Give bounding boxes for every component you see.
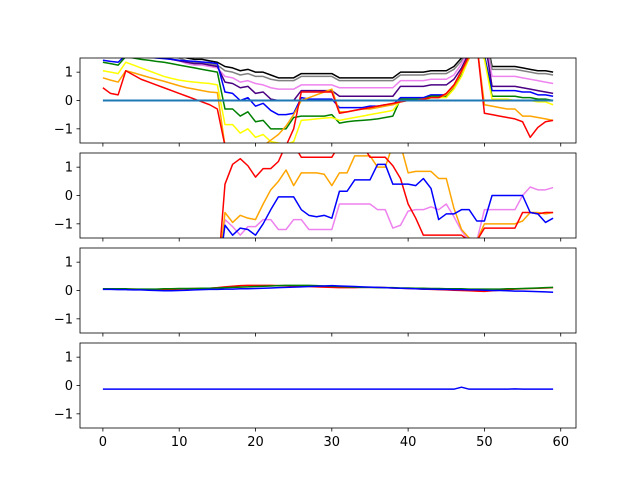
x-tick-label: 10 [171,435,188,450]
x-tick-label: 40 [400,435,417,450]
y-tick-label: −1 [54,122,73,137]
y-tick-label: −1 [54,407,73,422]
series-line-4 [222,163,554,238]
plot-area [102,284,554,293]
series-line-7 [102,58,554,143]
series-line-1 [184,58,554,79]
y-tick-label: 0 [65,94,73,109]
series-line-6 [102,58,554,130]
series-line-1 [221,186,554,238]
y-tick-label: −1 [54,312,73,327]
y-tick-label: 1 [65,66,73,81]
plot-area [102,58,554,143]
y-tick-label: 1 [65,161,73,176]
series-line-1 [102,386,554,390]
y-tick-label: −1 [54,217,73,232]
x-tick-label: 0 [99,435,107,450]
y-tick-label: 1 [65,256,73,271]
series-line-8 [102,58,554,143]
x-tick-label: 60 [552,435,569,450]
subplot-3: −1 0 1 [54,247,577,337]
subplot-1: −1 0 1 [54,57,577,147]
series-line-3 [102,284,554,293]
series-line-2 [175,58,554,82]
y-tick-label: 0 [65,284,73,299]
subplot-2: −1 0 1 [54,152,577,242]
series-line-5 [102,58,554,116]
x-tick-label: 20 [247,435,264,450]
y-tick-label: 1 [65,351,73,366]
series-line-9 [102,58,554,143]
x-tick-label: 30 [324,435,341,450]
x-tick-label: 50 [476,435,493,450]
series-line-3 [219,153,554,238]
y-tick-label: 0 [65,189,73,204]
plot-area [102,386,554,390]
y-tick-label: 0 [65,379,73,394]
